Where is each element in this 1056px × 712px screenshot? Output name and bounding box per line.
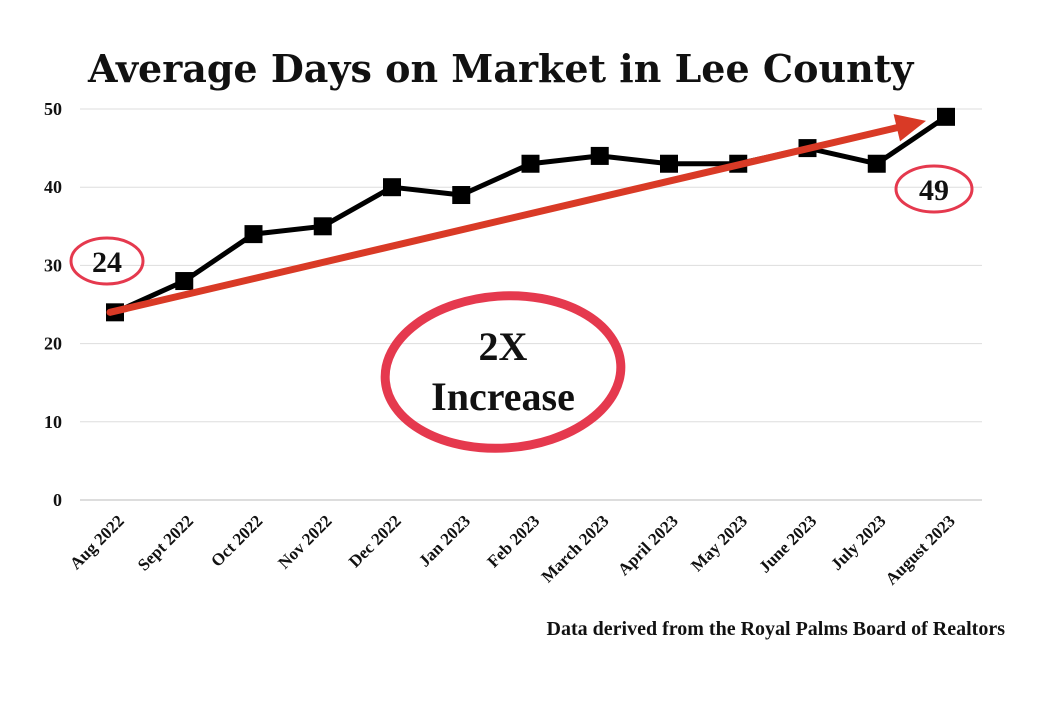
- x-tick-label: April 2023: [614, 511, 682, 579]
- data-point-marker: [937, 107, 955, 126]
- chart-title: Average Days on Market in Lee County: [87, 46, 914, 91]
- increase-circle: [380, 291, 626, 453]
- trend-arrow-group: [106, 114, 926, 316]
- y-tick-label: 0: [53, 490, 62, 510]
- x-axis-ticks: Aug 2022 Sept 2022 Oct 2022 Nov 2022 Dec 202…: [66, 511, 959, 588]
- end-value-label: 49: [919, 174, 949, 207]
- x-tick-label: Sept 2022: [134, 511, 197, 574]
- start-value-circle: [69, 236, 145, 286]
- data-point-marker: [867, 154, 886, 173]
- x-tick-label: Jan 2023: [415, 511, 474, 570]
- y-axis-ticks: 0 10 20 30 40 50: [44, 99, 62, 510]
- end-value-circle: [894, 164, 974, 214]
- annotations: 24 49 2X Increase: [69, 164, 974, 453]
- data-point-marker: [660, 154, 678, 173]
- data-point-marker: [175, 272, 194, 291]
- y-tick-label: 50: [44, 99, 62, 119]
- y-tick-label: 10: [44, 412, 62, 432]
- x-tick-label: Feb 2023: [483, 511, 543, 571]
- gridlines: [80, 108, 982, 501]
- data-point-marker: [244, 225, 263, 244]
- x-tick-label: August 2023: [882, 511, 959, 588]
- x-tick-label: Aug 2022: [66, 511, 128, 573]
- x-tick-label: Oct 2022: [207, 511, 266, 570]
- increase-label-line2: Increase: [431, 374, 575, 419]
- increase-label-line1: 2X: [479, 324, 528, 369]
- data-point-marker: [452, 186, 471, 205]
- x-tick-label: March 2023: [538, 511, 613, 586]
- x-tick-label: Nov 2022: [274, 511, 335, 572]
- y-tick-label: 30: [44, 255, 62, 275]
- series-line-group: [106, 107, 955, 322]
- y-tick-label: 40: [44, 177, 62, 197]
- data-point-marker: [521, 154, 540, 173]
- trend-arrow-head: [893, 114, 926, 142]
- data-point-marker: [383, 178, 401, 197]
- trend-arrow-line: [106, 124, 901, 316]
- x-tick-label: July 2023: [827, 511, 890, 574]
- data-point-marker: [313, 217, 332, 236]
- y-tick-label: 20: [44, 334, 62, 354]
- x-tick-label: May 2023: [687, 511, 751, 575]
- x-tick-label: Dec 2022: [345, 511, 405, 571]
- data-point-marker: [590, 146, 609, 165]
- start-value-label: 24: [92, 246, 122, 279]
- x-tick-label: June 2023: [755, 511, 820, 576]
- source-note: Data derived from the Royal Palms Board …: [547, 618, 1006, 640]
